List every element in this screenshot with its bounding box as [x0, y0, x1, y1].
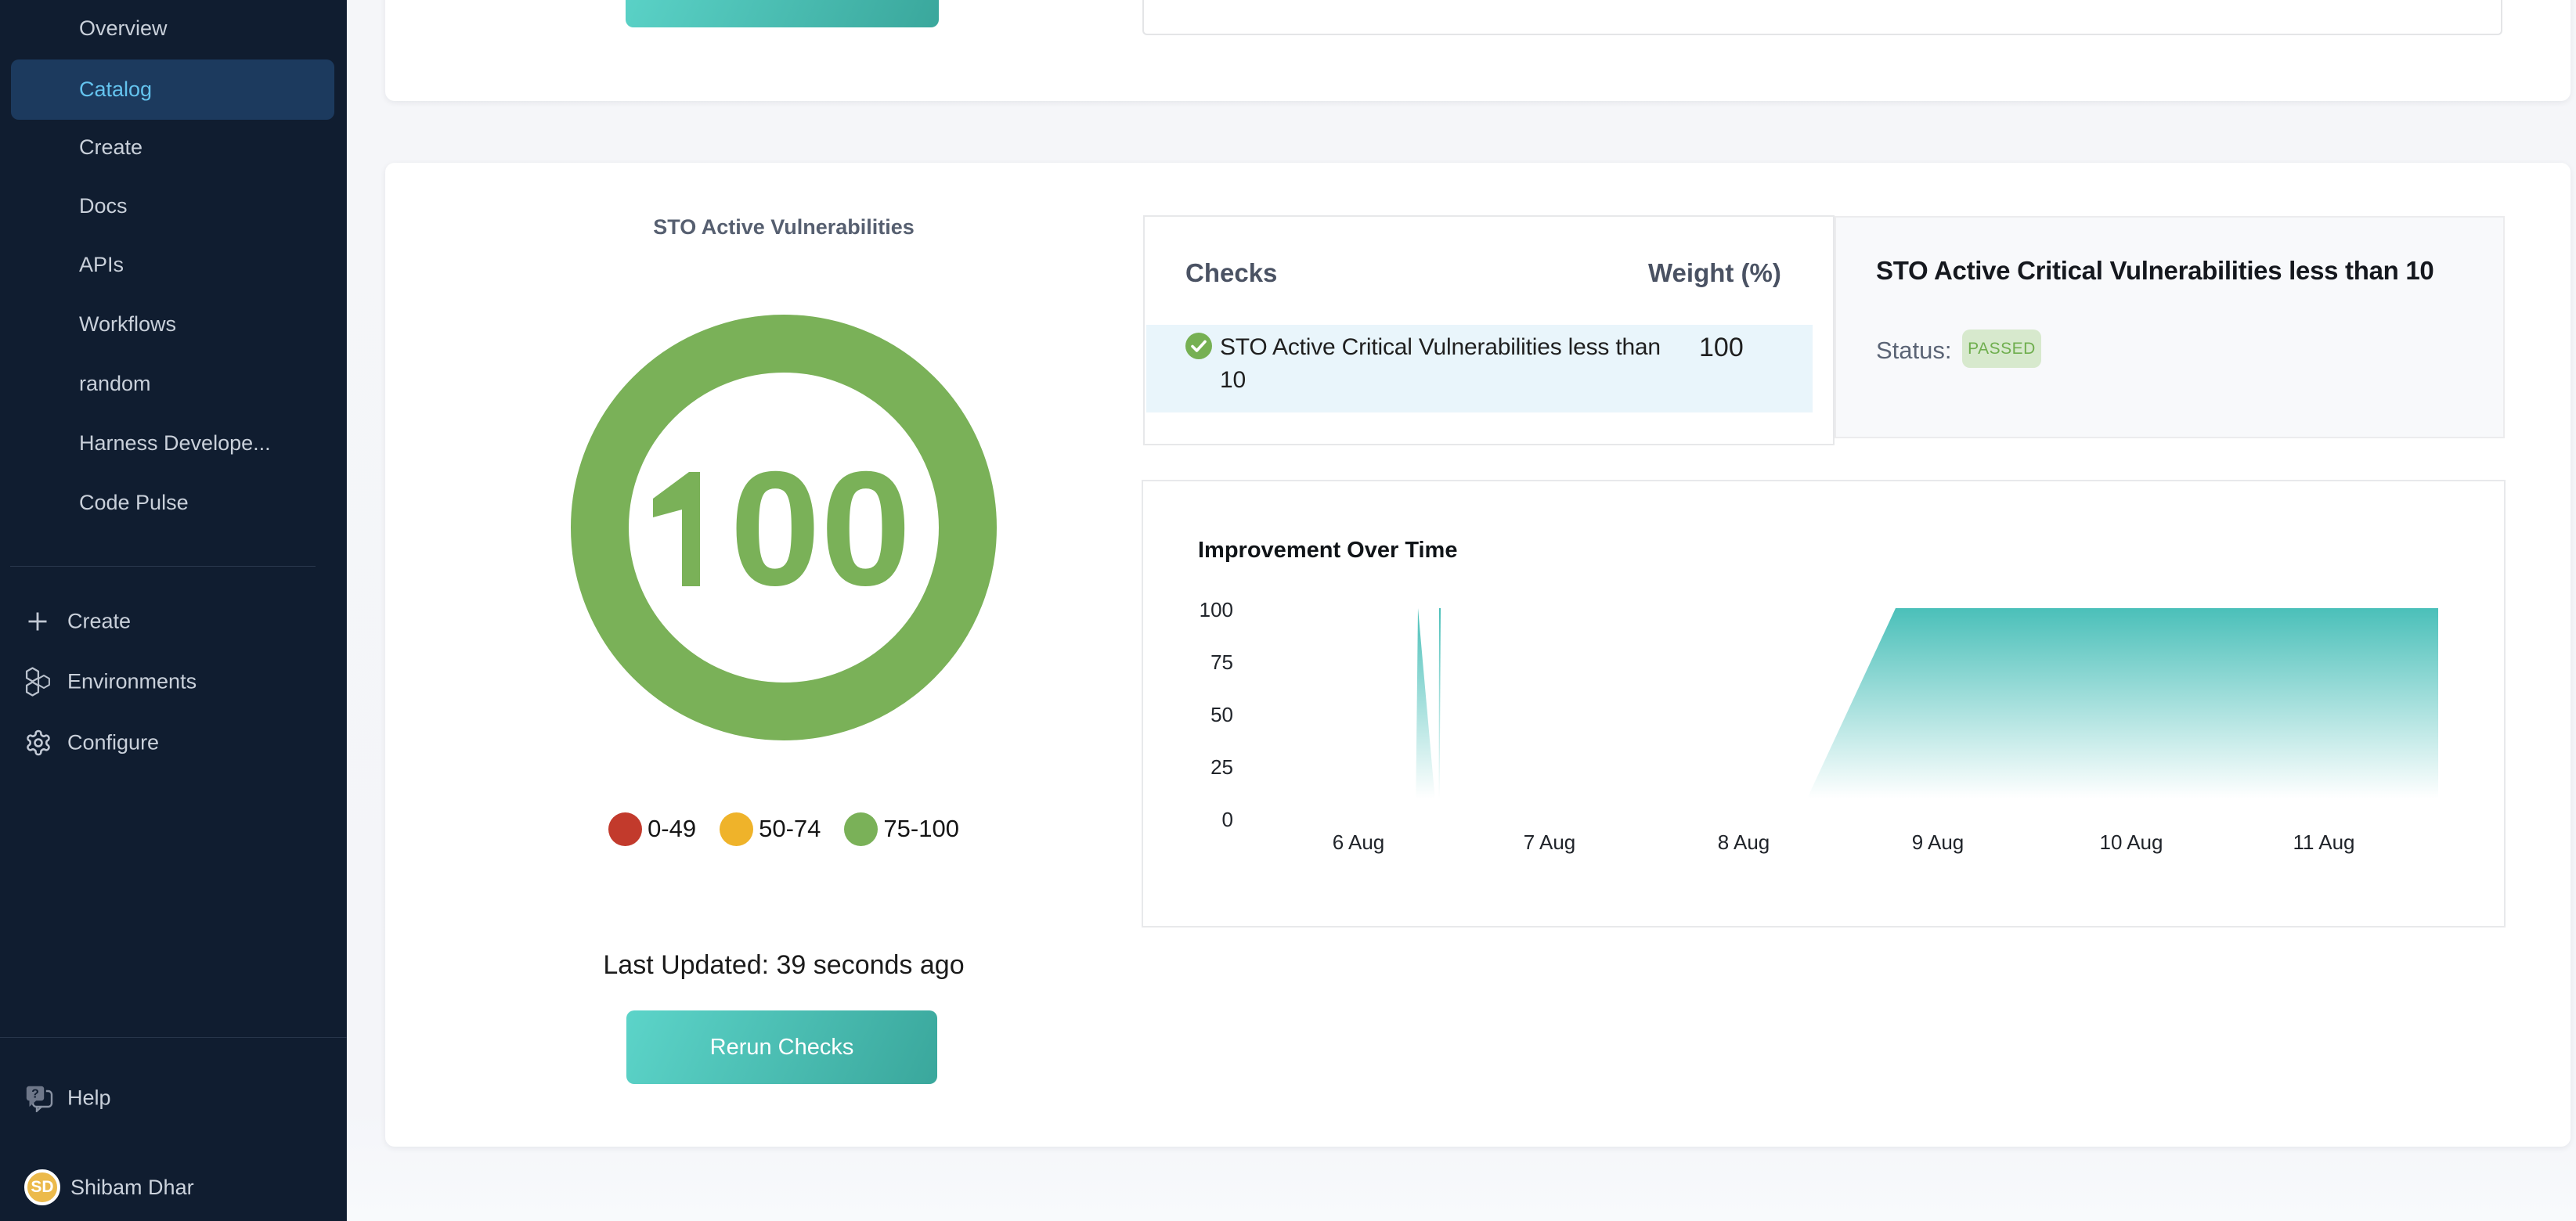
- svg-text:11 Aug: 11 Aug: [2293, 830, 2354, 854]
- svg-text:6 Aug: 6 Aug: [1333, 830, 1385, 854]
- svg-text:0: 0: [1222, 808, 1233, 831]
- svg-text:100: 100: [1200, 598, 1233, 621]
- svg-text:?: ?: [31, 1088, 39, 1101]
- svg-text:8 Aug: 8 Aug: [1718, 830, 1770, 854]
- svg-text:00: 00: [730, 438, 911, 620]
- svg-text:10 Aug: 10 Aug: [2100, 830, 2163, 854]
- svg-text:9 Aug: 9 Aug: [1912, 830, 1964, 854]
- svg-text:7 Aug: 7 Aug: [1524, 830, 1576, 854]
- svg-text:50: 50: [1210, 703, 1233, 726]
- svg-text:25: 25: [1210, 755, 1233, 779]
- svg-text:75: 75: [1210, 650, 1233, 674]
